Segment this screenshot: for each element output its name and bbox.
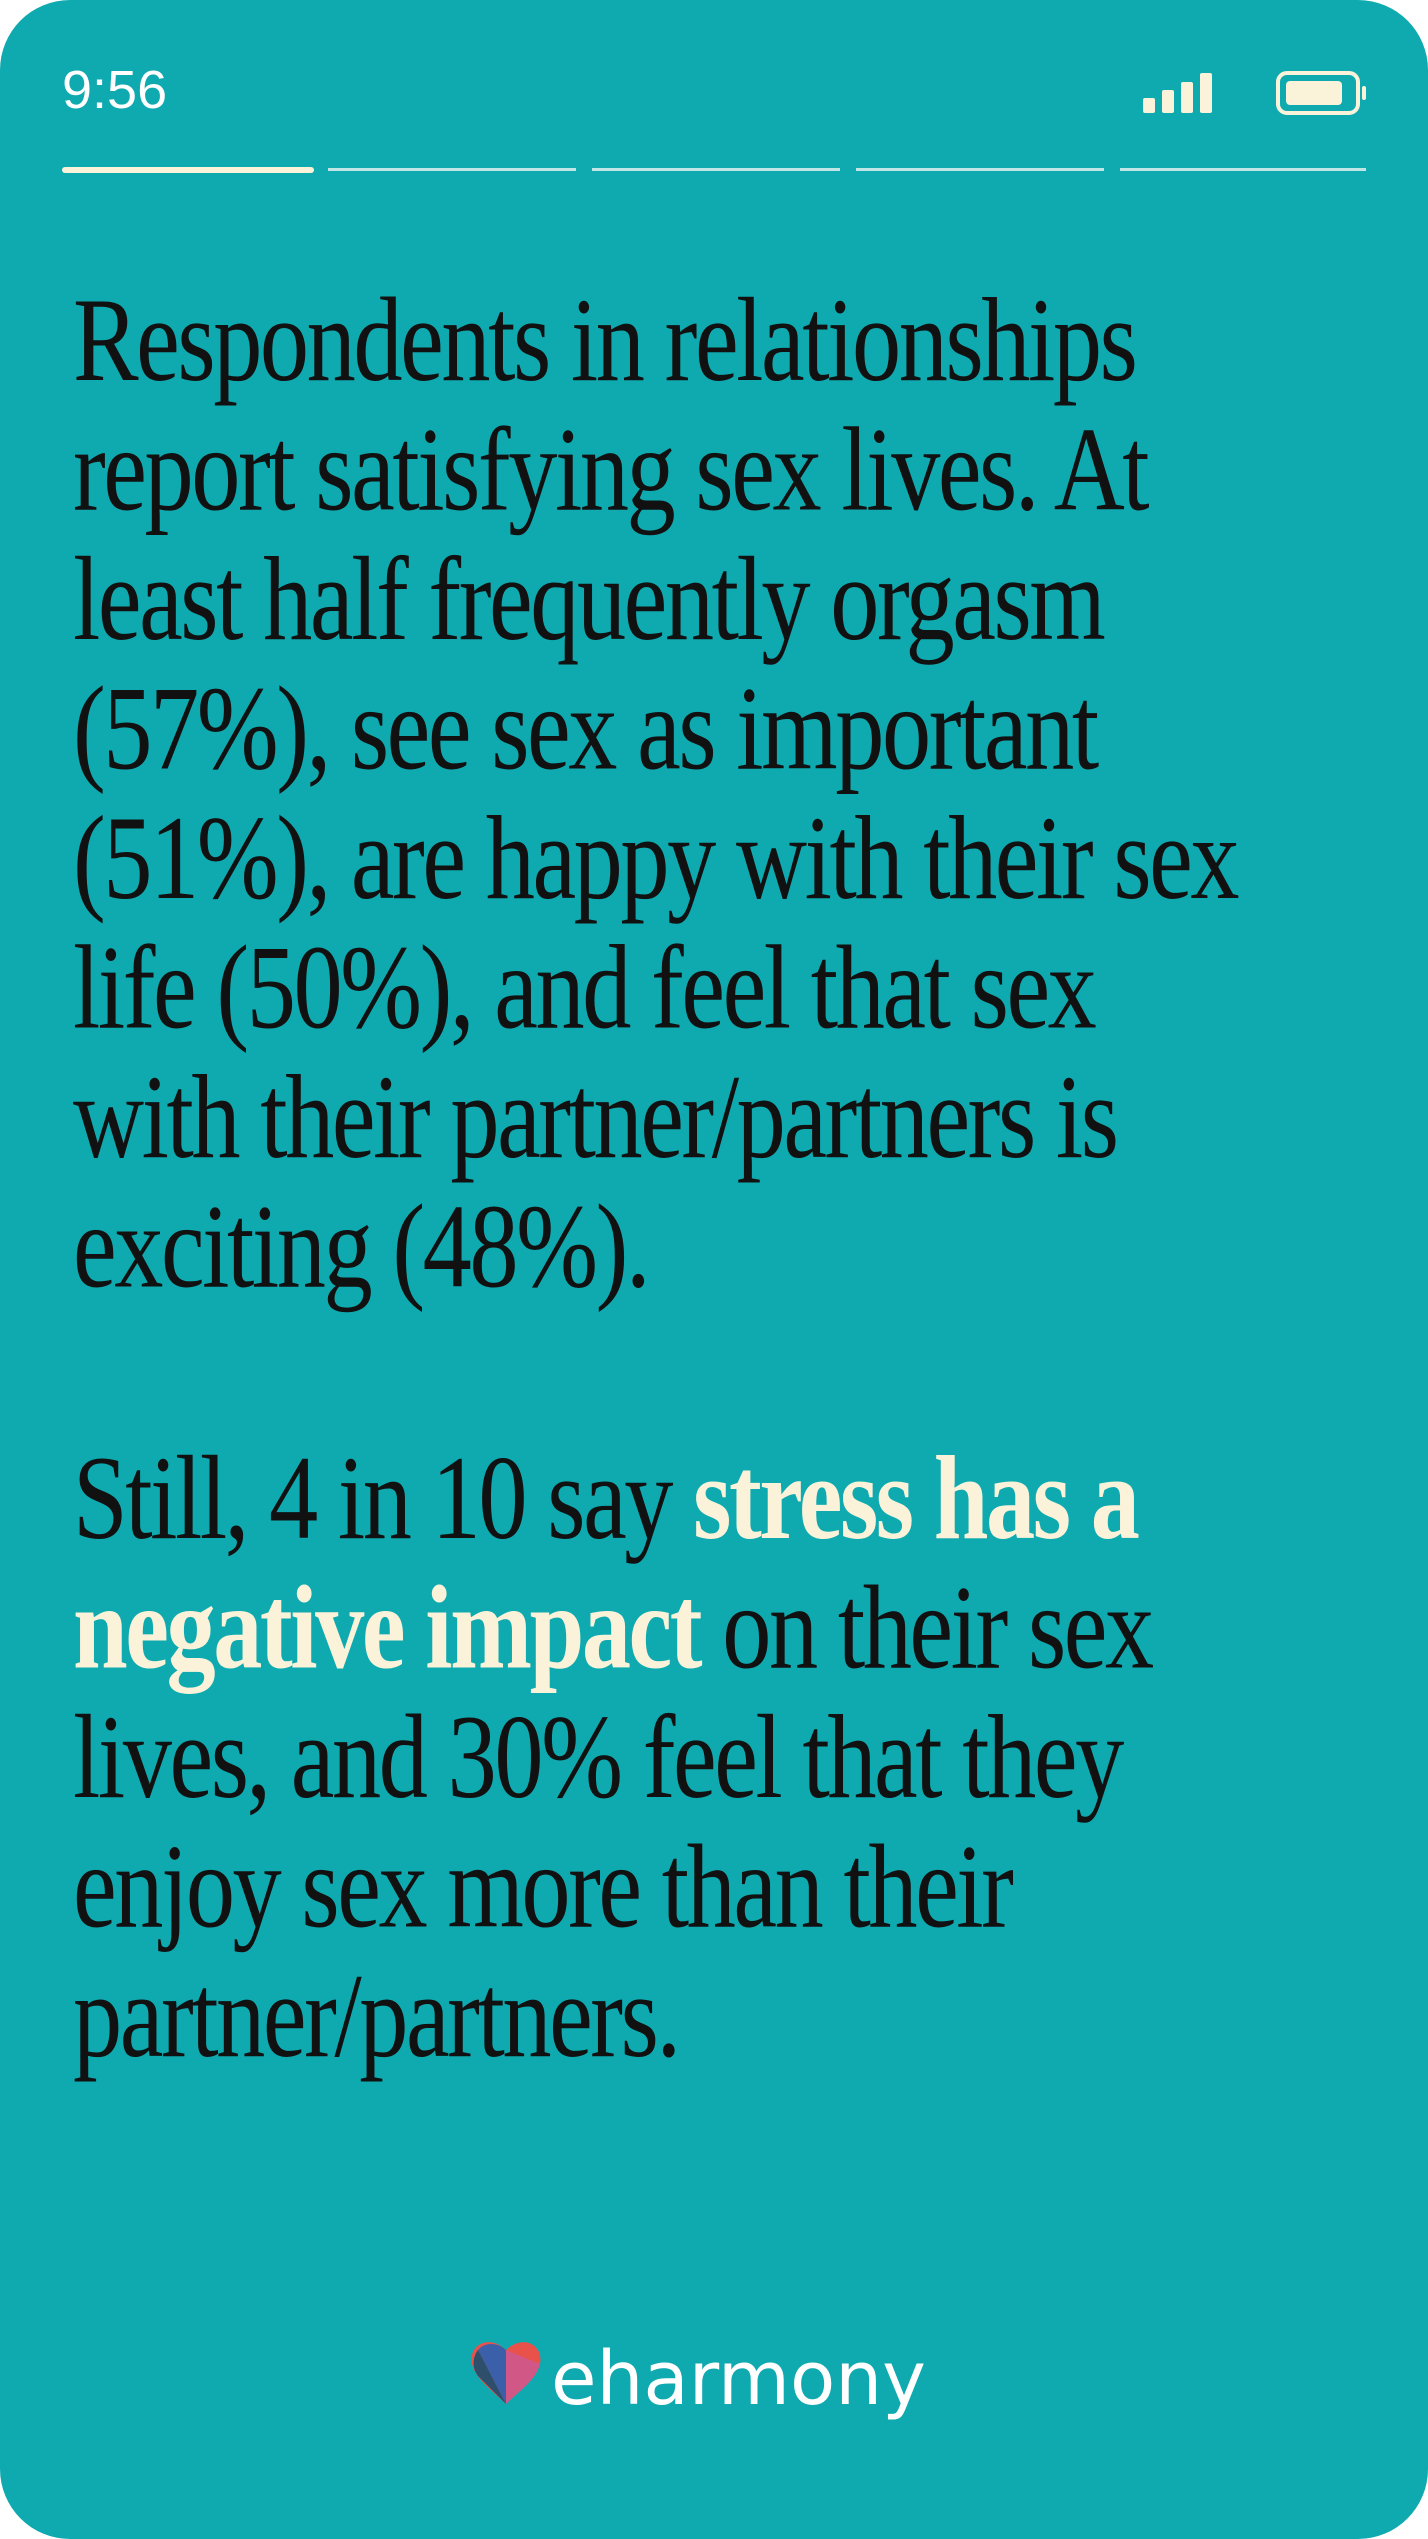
text-line: with their partner/partners is — [73, 1050, 1117, 1183]
text-line: partner/partners. — [73, 1949, 679, 2082]
status-time: 9:56 — [62, 60, 167, 120]
text-line: report satisfying sex lives. At — [73, 402, 1149, 535]
text-line: (51%), are happy with their sex — [73, 791, 1239, 924]
logo-text: eharmony — [551, 2336, 926, 2422]
text-line: Still, 4 in 10 say stress has a — [73, 1431, 1139, 1564]
paragraph-2: Still, 4 in 10 say stress has anegative … — [73, 1431, 1156, 2082]
text-span: partner/partners. — [73, 1949, 679, 2082]
text-span: lives, and 30% feel that they — [73, 1690, 1124, 1823]
text-line: (57%), see sex as important — [73, 661, 1099, 794]
text-line: least half frequently orgasm — [73, 532, 1105, 665]
text-span: on their sex — [700, 1560, 1153, 1693]
text-line: lives, and 30% feel that they — [73, 1690, 1124, 1823]
text-span: enjoy sex more than their — [73, 1819, 1013, 1952]
text-line: exciting (48%). — [73, 1179, 648, 1312]
text-span: Still, 4 in 10 say — [73, 1431, 693, 1564]
text-line: Respondents in relationships — [73, 273, 1135, 406]
logo-icon — [471, 2342, 541, 2404]
text-line: life (50%), and feel that sex — [73, 920, 1096, 1053]
text-line: negative impact on their sex — [73, 1560, 1153, 1693]
text-line: enjoy sex more than their — [73, 1819, 1013, 1952]
battery-icon — [1276, 71, 1366, 115]
highlight-text: stress has a — [693, 1431, 1139, 1564]
progress-bars — [62, 167, 1366, 173]
signal-icon — [1143, 73, 1212, 113]
highlight-text: negative impact — [73, 1560, 703, 1693]
